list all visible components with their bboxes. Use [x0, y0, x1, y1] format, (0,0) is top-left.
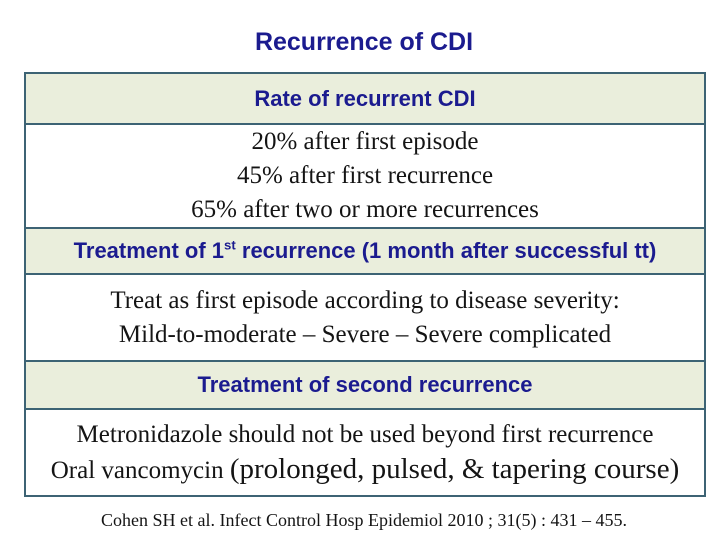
table-header-first-recurrence-treatment: Treatment of 1st recurrence (1 month aft… — [26, 227, 704, 273]
table-header-rate-of-recurrent-cdi: Rate of recurrent CDI — [26, 74, 704, 123]
table-header-second-recurrence-treatment: Treatment of second recurrence — [26, 360, 704, 408]
rate-line-first-recurrence: 45% after first recurrence — [236, 162, 494, 189]
treatment-second-line-metronidazole: Metronidazole should not be used beyond … — [76, 420, 654, 448]
table-content-first-recurrence-treatment: Treat as first episode according to dise… — [26, 273, 704, 360]
header-first-recurrence-suffix: recurrence (1 month after successful tt) — [235, 238, 657, 263]
header-first-recurrence-prefix: Treatment of 1 — [73, 238, 225, 263]
rate-line-first-episode: 20% after first episode — [251, 128, 479, 155]
treatment-first-line-severity: Treat as first episode according to dise… — [110, 286, 620, 314]
treatment-first-line-categories: Mild-to-moderate – Severe – Severe compl… — [118, 320, 612, 348]
header-rate-label: Rate of recurrent CDI — [254, 85, 476, 111]
table-content-recurrence-rates: 20% after first episode 45% after first … — [26, 123, 704, 227]
header-first-recurrence-superscript: st — [224, 237, 236, 253]
header-second-recurrence-label: Treatment of second recurrence — [197, 372, 533, 397]
vancomycin-prefix: Oral vancomycin — [50, 456, 230, 484]
header-first-recurrence-label: Treatment of 1st recurrence (1 month aft… — [74, 238, 657, 264]
table-content-second-recurrence-treatment: Metronidazole should not be used beyond … — [26, 408, 704, 495]
cdi-summary-table: Rate of recurrent CDI 20% after first ep… — [24, 72, 706, 497]
citation-reference: Cohen SH et al. Infect Control Hosp Epid… — [101, 510, 627, 530]
slide-title: Recurrence of CDI — [254, 28, 474, 56]
rate-line-two-or-more: 65% after two or more recurrences — [191, 196, 539, 223]
vancomycin-paren-detail: (prolonged, pulsed, & tapering course) — [229, 452, 680, 485]
treatment-second-line-vancomycin: Oral vancomycin (prolonged, pulsed, & ta… — [51, 452, 679, 488]
